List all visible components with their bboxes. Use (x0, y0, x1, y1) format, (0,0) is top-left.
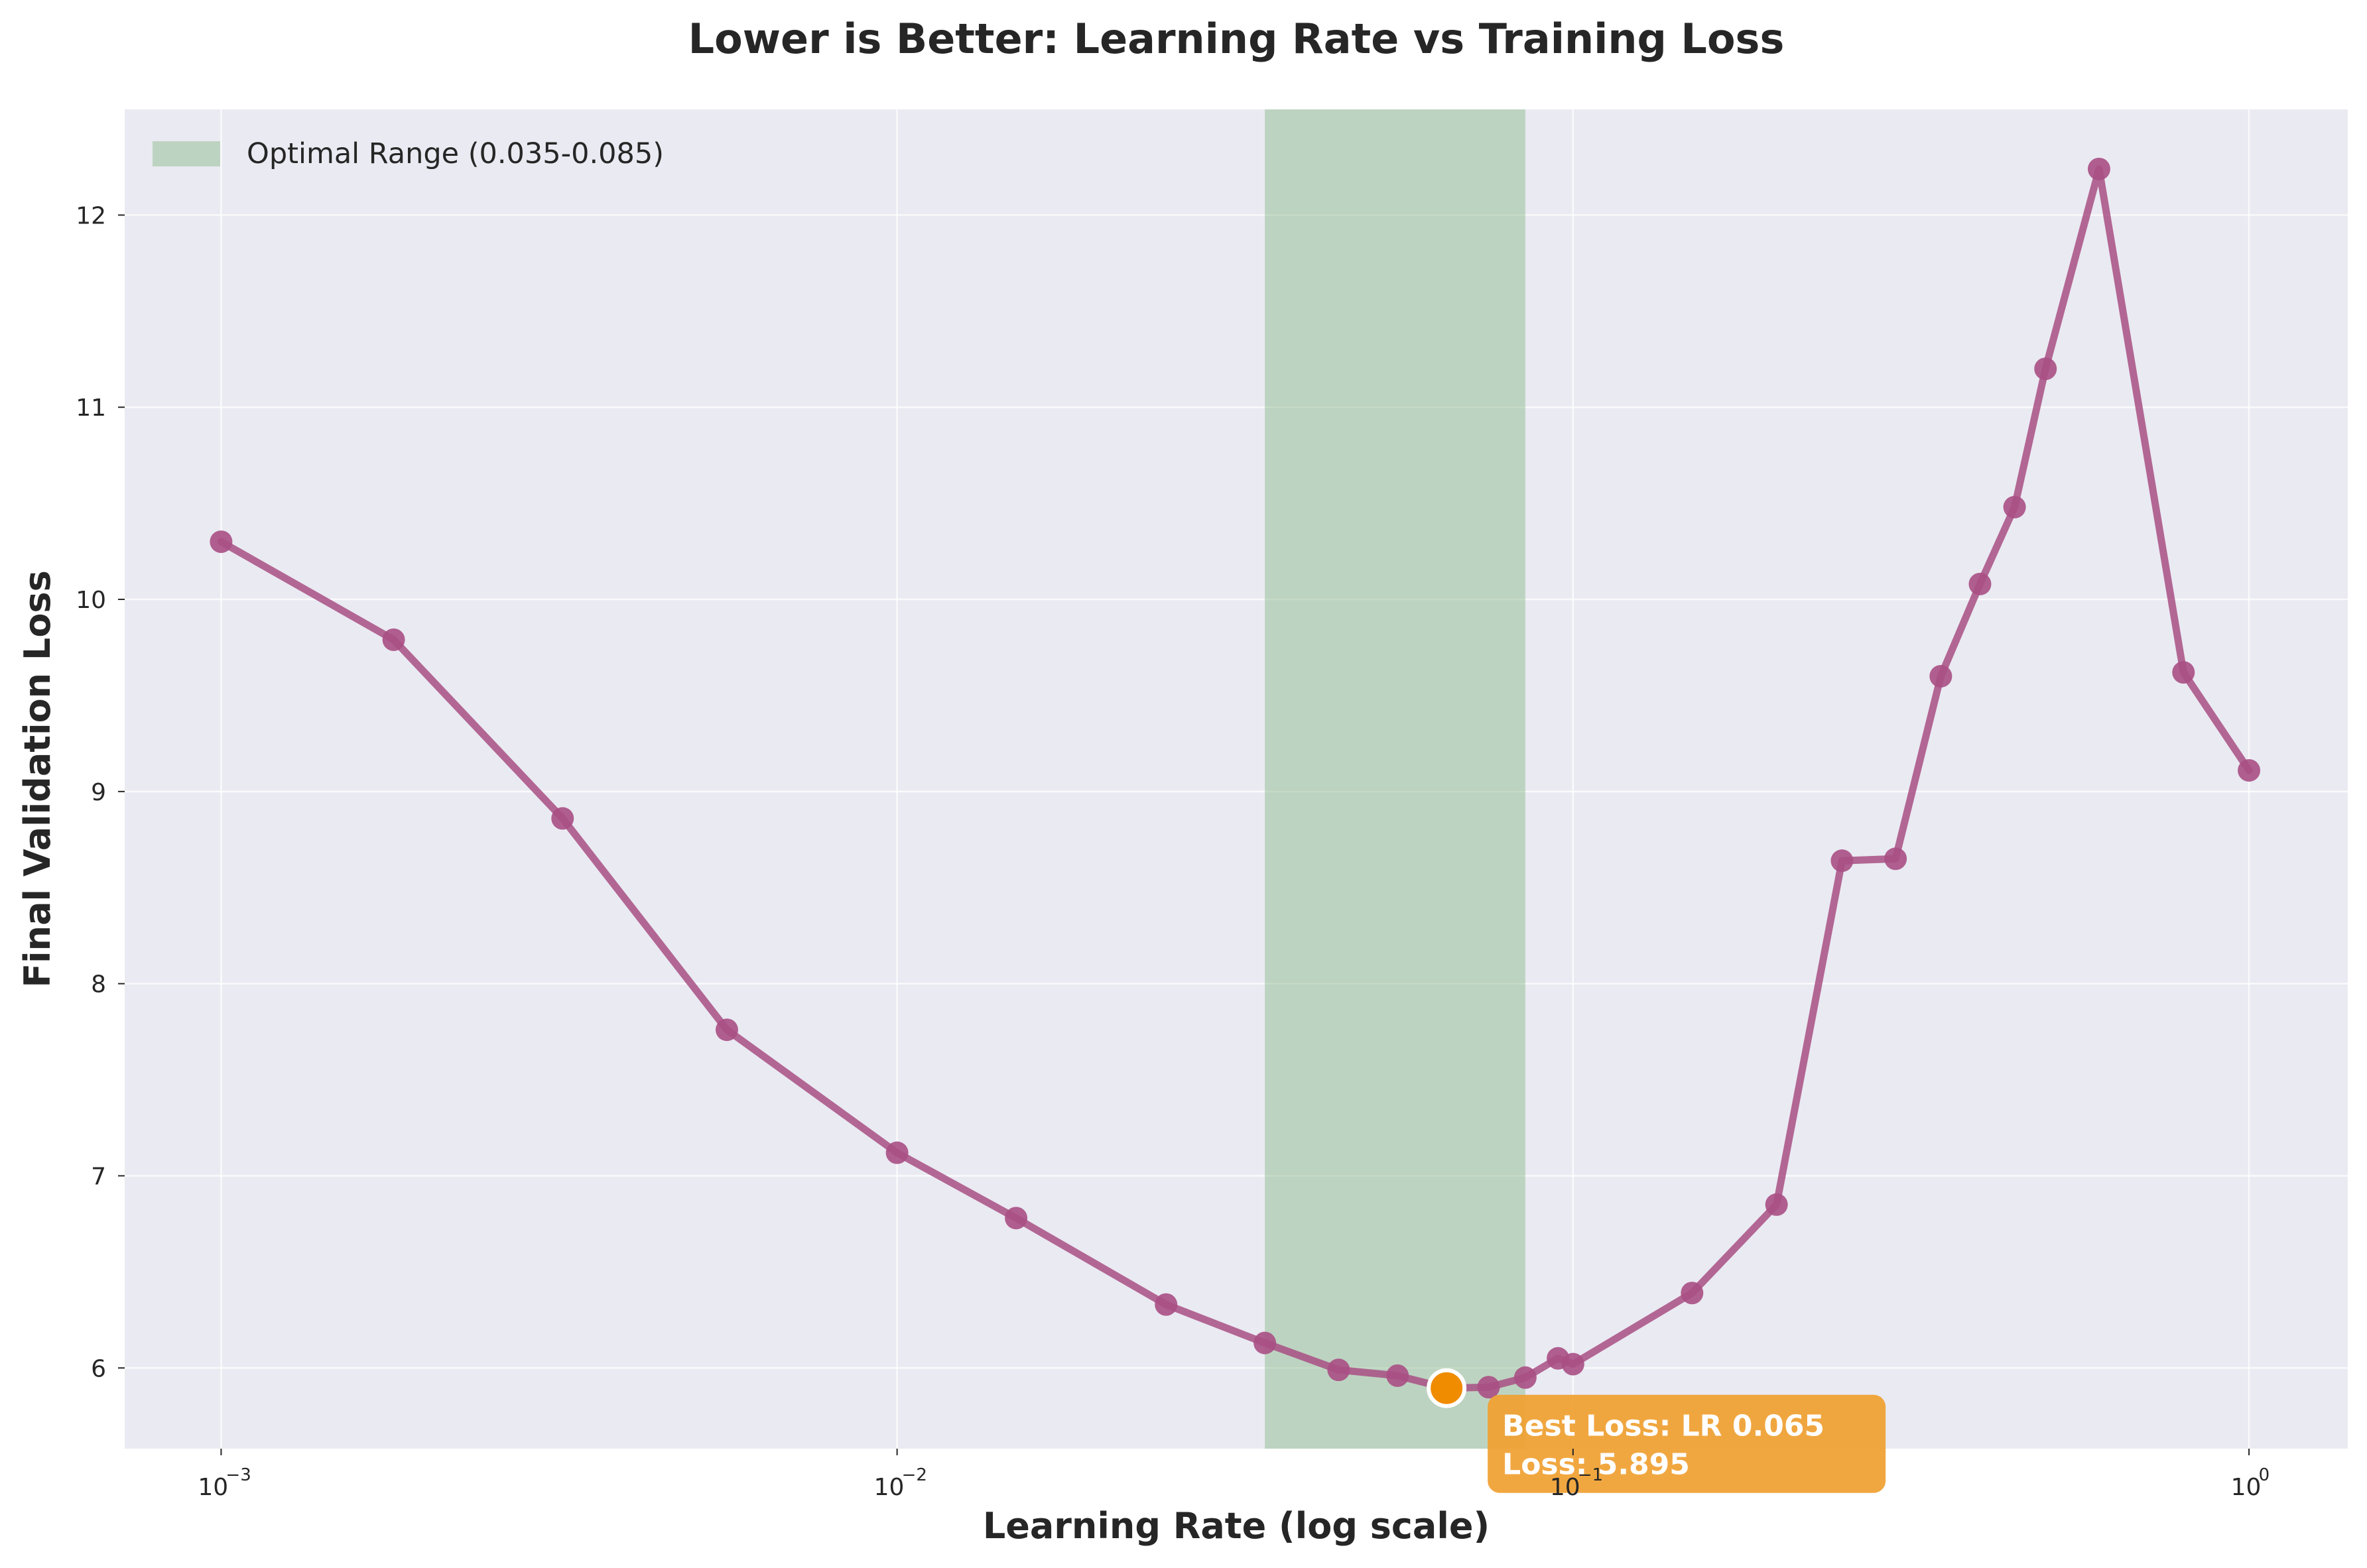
data-point (1386, 1364, 1409, 1387)
optimal-range-shading (1265, 109, 1525, 1449)
legend-swatch-optimal-range (153, 141, 220, 166)
best-loss-annotation: Best Loss: LR 0.065 Loss: 5.895 (1488, 1394, 1886, 1493)
y-axis-label: Final Validation Loss (17, 570, 58, 987)
x-tick-exponent: 0 (2259, 1465, 2270, 1485)
data-point (1513, 1366, 1537, 1389)
y-tick-label: 9 (91, 779, 106, 806)
data-point (1968, 572, 1992, 595)
data-point (210, 530, 233, 554)
x-tick-label: 10 (2231, 1474, 2262, 1501)
chart-title: Lower is Better: Learning Rate vs Traini… (688, 15, 1785, 63)
y-tick-label: 11 (76, 394, 106, 422)
x-tick-exponent: −3 (225, 1465, 251, 1485)
data-point (1681, 1282, 1704, 1305)
annotation-line-2: Loss: 5.895 (1502, 1448, 1690, 1482)
y-tick-label: 12 (76, 202, 106, 229)
data-point (1005, 1207, 1028, 1230)
data-point (1884, 847, 1907, 871)
grid-lines (125, 109, 2348, 1449)
data-point (2003, 495, 2026, 518)
data-point (1327, 1358, 1350, 1382)
y-tick-label: 7 (91, 1163, 106, 1190)
data-point (2087, 157, 2110, 180)
x-tick-label: 10 (874, 1474, 905, 1501)
data-point (1155, 1293, 1178, 1316)
legend-label-optimal-range: Optimal Range (0.035-0.085) (247, 137, 664, 170)
data-point (885, 1141, 909, 1164)
data-point (1477, 1376, 1500, 1399)
data-point (1830, 849, 1854, 873)
x-tick-label: 10 (1550, 1474, 1580, 1501)
data-point (2172, 661, 2195, 684)
data-point (715, 1018, 738, 1042)
data-point (1929, 664, 1952, 688)
y-tick-label: 10 (76, 587, 106, 614)
x-tick-label: 10 (198, 1474, 228, 1501)
series-layer (210, 157, 2261, 1400)
data-point (1253, 1331, 1277, 1355)
best-point-layer (1427, 1368, 1467, 1408)
data-point (382, 628, 405, 651)
y-axis-ticks: 6 7 8 9 10 11 12 (76, 202, 125, 1382)
annotation-line-1: Best Loss: LR 0.065 (1502, 1410, 1824, 1443)
data-point (1561, 1353, 1584, 1376)
y-tick-label: 6 (91, 1355, 106, 1382)
x-axis-ticks: 10−3 10−2 10−1 100 (198, 1449, 2270, 1501)
legend: Optimal Range (0.035-0.085) (153, 137, 664, 170)
y-tick-label: 8 (91, 971, 106, 998)
annotation-box (1488, 1394, 1886, 1493)
plot-area (125, 109, 2348, 1449)
data-point (2238, 758, 2261, 782)
x-tick-exponent: −2 (902, 1465, 927, 1485)
series-line (217, 165, 2253, 1392)
data-point (2034, 357, 2057, 381)
data-point (1765, 1193, 1788, 1216)
x-tick-exponent: −1 (1578, 1465, 1603, 1485)
x-axis-label: Learning Rate (log scale) (983, 1505, 1490, 1547)
optimal-range-band (1265, 109, 1525, 1449)
best-point-marker (1427, 1368, 1467, 1408)
data-point (551, 807, 574, 830)
